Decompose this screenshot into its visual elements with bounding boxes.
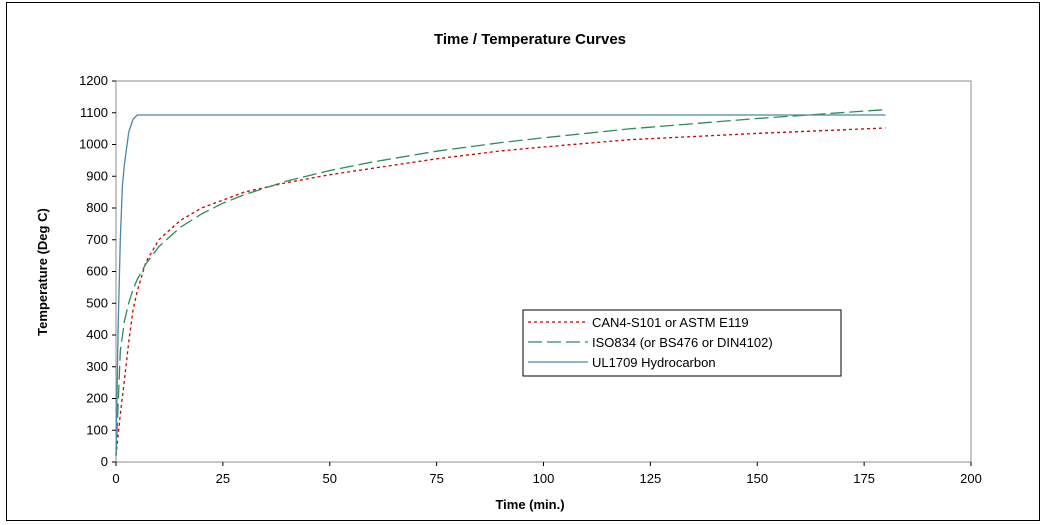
y-tick-label: 800 xyxy=(86,200,108,215)
x-tick-label: 100 xyxy=(533,471,555,486)
x-tick-label: 75 xyxy=(429,471,443,486)
y-tick-label: 1000 xyxy=(79,137,108,152)
x-tick-label: 150 xyxy=(746,471,768,486)
y-tick-label: 200 xyxy=(86,391,108,406)
y-axis-label: Temperature (Deg C) xyxy=(35,208,50,336)
x-tick-label: 200 xyxy=(960,471,982,486)
y-tick-label: 1200 xyxy=(79,73,108,88)
y-tick-label: 1100 xyxy=(80,105,108,120)
x-axis-label: Time (min.) xyxy=(495,497,564,512)
y-tick-label: 900 xyxy=(86,168,108,183)
y-tick-label: 400 xyxy=(86,327,108,342)
series-line-2 xyxy=(115,108,886,456)
legend-label-3: UL1709 Hydrocarbon xyxy=(592,355,716,370)
x-tick-label: 175 xyxy=(853,471,875,486)
y-tick-label: 700 xyxy=(86,232,108,247)
y-tick-label: 300 xyxy=(86,359,108,374)
y-axis: 0 100 200 300 400 500 600 700 800 900 1000 1100 1200 xyxy=(79,73,116,469)
x-tick-label: 0 xyxy=(112,471,119,486)
legend-label-2: ISO834 (or BS476 or DIN4102) xyxy=(592,335,773,350)
series-line-3 xyxy=(115,114,886,456)
y-tick-label: 0 xyxy=(101,454,108,469)
plot-area xyxy=(115,80,972,463)
x-tick-label: 25 xyxy=(216,471,230,486)
y-tick-label: 600 xyxy=(86,264,108,279)
x-axis: 0 25 50 75 100 125 150 175 200 xyxy=(112,462,982,486)
legend-label-1: CAN4-S101 or ASTM E119 xyxy=(592,315,749,330)
x-tick-label: 125 xyxy=(640,471,662,486)
series-layer xyxy=(115,108,886,456)
chart-title: Time / Temperature Curves xyxy=(434,31,626,48)
y-tick-label: 500 xyxy=(86,295,108,310)
legend-box xyxy=(522,309,842,377)
legend: CAN4-S101 or ASTM E119 ISO834 (or BS476 o… xyxy=(522,309,842,377)
x-tick-label: 50 xyxy=(323,471,337,486)
y-tick-label: 100 xyxy=(86,422,108,437)
